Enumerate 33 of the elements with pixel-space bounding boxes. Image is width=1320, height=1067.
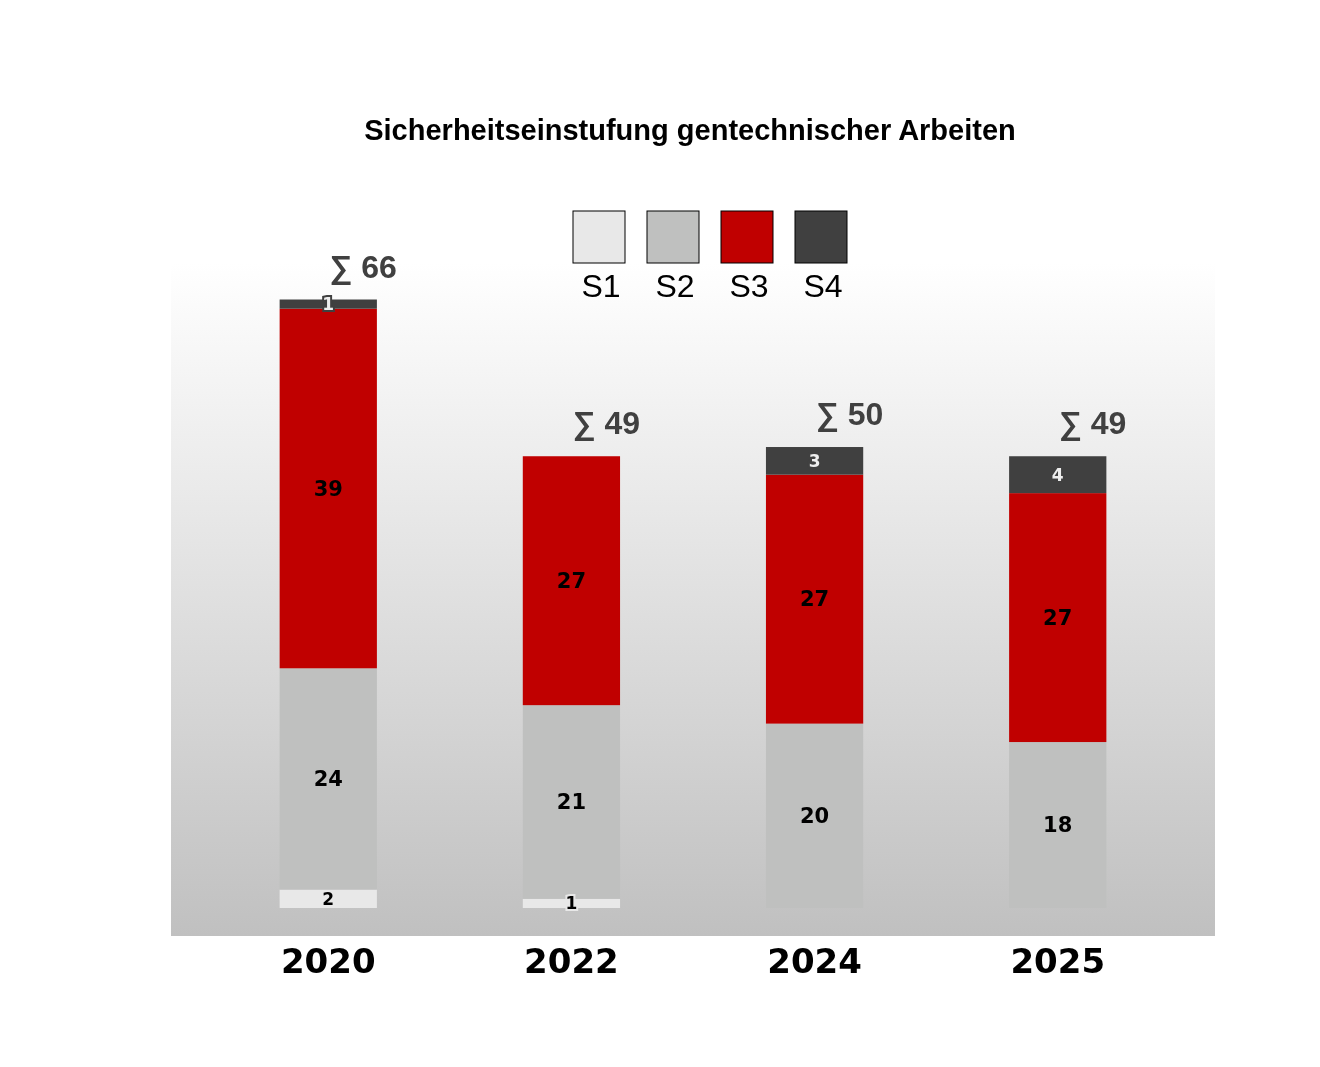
total-label: ∑ 66: [329, 248, 397, 286]
bar: [522, 456, 621, 706]
data-label: 1: [322, 294, 335, 315]
data-label: 1: [565, 893, 578, 914]
data-label: 4: [1051, 464, 1064, 485]
data-label: 27: [1043, 605, 1073, 630]
bar: [279, 668, 377, 890]
data-label: 21: [556, 790, 587, 815]
total-label: ∑ 49: [1059, 405, 1127, 443]
bar: [765, 474, 864, 724]
data-label: 27: [799, 587, 830, 612]
data-label: 20: [799, 804, 830, 829]
data-label: 2: [322, 888, 335, 909]
chart-title: Sicherheitseinstufung gentechnischer Arbeiten: [364, 114, 1016, 146]
bar: [765, 447, 864, 475]
data-label: 3: [808, 450, 821, 471]
bar: [279, 308, 377, 669]
data-label: 24: [313, 767, 343, 792]
bar: [1009, 456, 1107, 494]
bar: [1009, 493, 1107, 743]
x-tick-label: 2022: [524, 941, 619, 981]
data-label: 18: [1043, 813, 1073, 838]
legend-label: S1: [581, 268, 621, 304]
total-label: ∑ 50: [815, 396, 884, 434]
x-tick-label: 2024: [767, 941, 862, 981]
legend-label: S4: [803, 268, 843, 304]
x-tick-label: 2020: [280, 941, 376, 981]
legend-label: S2: [655, 268, 695, 304]
data-label: 39: [313, 476, 343, 501]
total-label: ∑ 49: [572, 405, 641, 443]
legend-label: S3: [729, 268, 769, 304]
data-label: 27: [556, 569, 587, 594]
x-tick-label: 2025: [1010, 941, 1106, 981]
